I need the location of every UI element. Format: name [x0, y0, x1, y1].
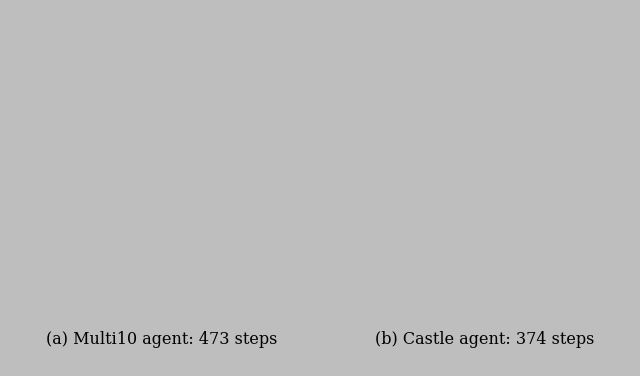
Text: (a) Multi10 agent: 473 steps: (a) Multi10 agent: 473 steps: [45, 331, 277, 348]
Text: (b) Castle agent: 374 steps: (b) Castle agent: 374 steps: [375, 331, 594, 348]
